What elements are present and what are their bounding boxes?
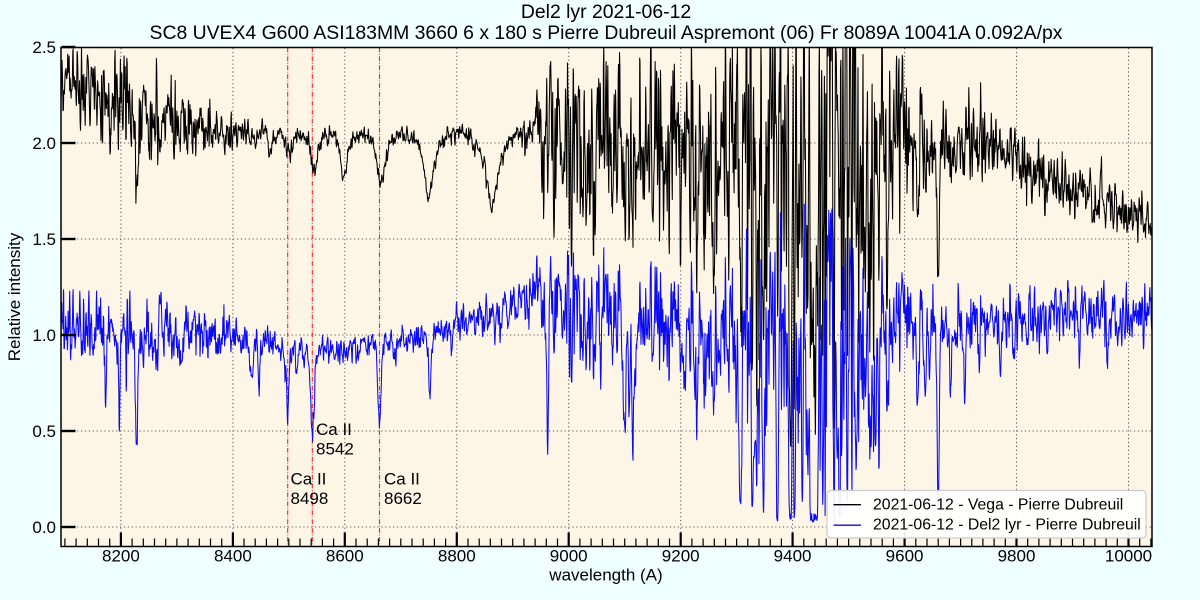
svg-text:8200: 8200 xyxy=(102,547,140,566)
svg-text:Del2 lyr 2021-06-12: Del2 lyr 2021-06-12 xyxy=(521,1,691,23)
svg-text:2.0: 2.0 xyxy=(32,134,56,153)
svg-text:Relative intensity: Relative intensity xyxy=(5,232,24,361)
svg-text:Ca II: Ca II xyxy=(316,420,352,439)
svg-text:0.5: 0.5 xyxy=(32,422,56,441)
svg-text:Ca II: Ca II xyxy=(384,470,420,489)
svg-text:0.0: 0.0 xyxy=(32,518,56,537)
svg-text:SC8 UVEX4 G600 ASI183MM 3660 6: SC8 UVEX4 G600 ASI183MM 3660 6 x 180 s P… xyxy=(150,22,1063,44)
svg-text:2.5: 2.5 xyxy=(32,38,56,57)
svg-text:2021-06-12 - Vega - Pierre Dub: 2021-06-12 - Vega - Pierre Dubreuil xyxy=(873,496,1123,513)
svg-text:8542: 8542 xyxy=(316,439,354,458)
svg-text:2021-06-12 - Del2 lyr - Pierre: 2021-06-12 - Del2 lyr - Pierre Dubreuil xyxy=(873,517,1141,534)
svg-text:8662: 8662 xyxy=(384,489,422,508)
svg-text:8400: 8400 xyxy=(214,547,252,566)
svg-text:9200: 9200 xyxy=(662,547,700,566)
svg-text:8498: 8498 xyxy=(291,489,329,508)
svg-text:9000: 9000 xyxy=(550,547,588,566)
svg-text:9400: 9400 xyxy=(774,547,812,566)
svg-text:wavelength (A): wavelength (A) xyxy=(548,566,662,585)
svg-text:10000: 10000 xyxy=(1105,547,1152,566)
svg-text:1.0: 1.0 xyxy=(32,326,56,345)
svg-text:8800: 8800 xyxy=(438,547,476,566)
svg-text:8600: 8600 xyxy=(326,547,364,566)
svg-text:9600: 9600 xyxy=(886,547,924,566)
svg-text:9800: 9800 xyxy=(998,547,1036,566)
svg-text:Ca II: Ca II xyxy=(291,470,327,489)
svg-text:1.5: 1.5 xyxy=(32,230,56,249)
